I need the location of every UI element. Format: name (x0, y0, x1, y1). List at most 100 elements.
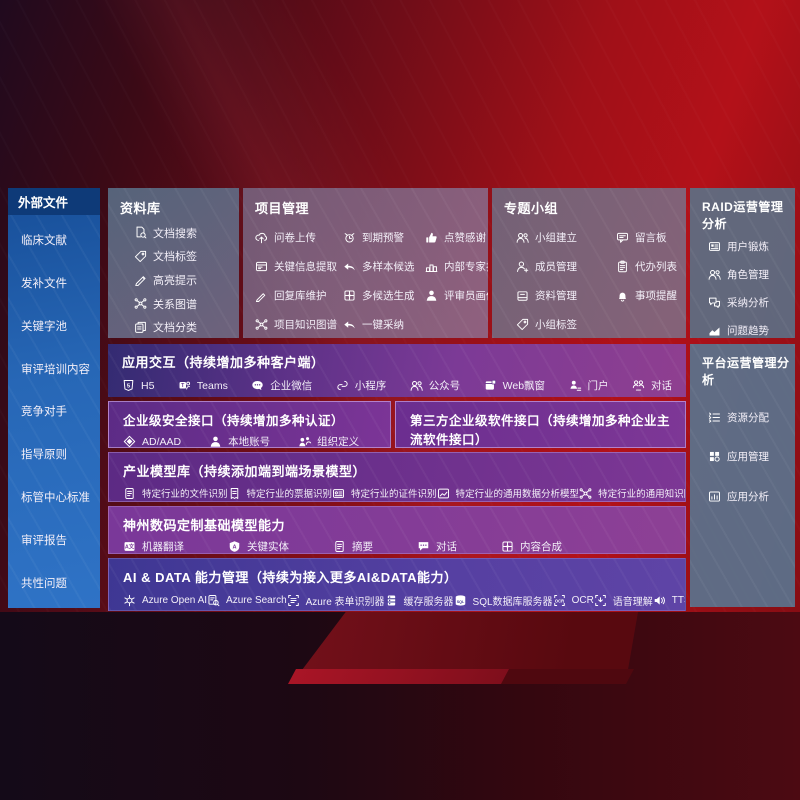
entity-icon: A (228, 540, 241, 553)
feature-item: 关系图谱 (134, 296, 239, 312)
feature-item: 缓存服务器 (385, 593, 454, 608)
feature-label: 评审员画像 (444, 290, 488, 302)
expert-rank-icon (425, 260, 438, 273)
feature-item: 问卷上传 (255, 230, 343, 245)
feature-label: 角色管理 (727, 268, 769, 281)
feature-item: 角色管理 (708, 267, 795, 282)
feature-label: 临床文献 (21, 235, 67, 248)
feature-item: OCR OCR (553, 594, 594, 607)
svg-text:A文: A文 (125, 543, 135, 551)
feature-label: 应用分析 (727, 490, 769, 503)
feature-label: 多候选生成 (362, 290, 415, 302)
feature-item: AD/AAD (123, 435, 181, 447)
feature-item: 资源分配 (708, 410, 795, 425)
feature-label: 共性问题 (21, 577, 67, 590)
feature-item: 文档搜索 (134, 225, 239, 241)
feature-item: 特定行业的文件识别 (123, 486, 228, 500)
feature-label: 采纳分析 (727, 296, 769, 309)
feature-label: 小组建立 (535, 232, 577, 244)
feature-item: 共性问题 (21, 575, 100, 591)
row-title: 第三方企业级软件接口（持续增加多种企业主流软件接口） (410, 414, 671, 447)
cache-server-icon (385, 594, 398, 607)
reply-maintain-icon (255, 289, 268, 302)
reviewer-persona-icon (425, 289, 438, 302)
feature-item: 留言板 (616, 230, 686, 245)
feature-item: A文 机器翻译 (123, 539, 184, 553)
wecom-icon (251, 379, 264, 392)
feature-label: 回复库维护 (274, 290, 327, 302)
feature-item: 关键信息提取 (255, 259, 343, 274)
todo-list-icon (616, 260, 629, 273)
feature-label: 审评培训内容 (21, 363, 90, 376)
role-manage-icon (708, 268, 721, 281)
feature-item: 本地账号 (209, 434, 270, 447)
feature-item: 多样本候选 (343, 259, 425, 274)
feature-item: 特定行业的票据识别 (228, 486, 332, 500)
feature-label: 公众号 (428, 380, 461, 392)
panel-raid-analysis: RAID运营管理分析 用户锻炼 角色管理 采纳分析 问题趋势 (690, 188, 795, 338)
feature-item: 应用管理 (708, 449, 795, 464)
row-app-interaction: 应用交互（持续增加多种客户端） 5 H5 T Teams 企业微信 小程序 公众号 Web飘窗… (108, 344, 686, 397)
feature-label: 文档分类 (153, 322, 197, 335)
app-analysis-icon (708, 490, 721, 503)
data-analysis-model-icon (437, 487, 450, 500)
feature-label: OCR (571, 595, 594, 606)
feature-label: 审评报告 (21, 534, 67, 547)
feature-item: 点赞感谢 (425, 230, 488, 245)
feature-item: 指导原则 (21, 446, 100, 462)
user-card-icon (708, 240, 721, 253)
feature-item: 公众号 (410, 378, 461, 393)
feature-label: 到期预警 (362, 232, 404, 244)
feature-item: 摘要 (333, 539, 373, 553)
doc-tag-icon (134, 250, 147, 263)
svg-text:5: 5 (127, 383, 131, 389)
feature-label: 对话 (650, 380, 672, 392)
feature-label: 小程序 (354, 380, 387, 392)
feature-label: 对话 (436, 541, 457, 553)
row-industry-models: 产业模型库（持续添加端到端场景模型） 特定行业的文件识别 特定行业的票据识别 特定行… (108, 452, 686, 502)
material-manage-icon (516, 289, 529, 302)
group-create-icon (516, 231, 529, 244)
file-recog-icon (123, 487, 136, 500)
org-define-icon (298, 435, 312, 447)
svg-text:T: T (181, 383, 185, 389)
feature-label: 文档搜索 (153, 227, 197, 240)
feature-label: 高亮提示 (153, 274, 197, 287)
feature-label: Azure Open AI (142, 595, 208, 606)
feature-label: 问题趋势 (727, 324, 769, 337)
translate-icon: A文 (123, 540, 136, 553)
feature-label: 机器翻译 (142, 541, 184, 553)
feature-label: 关系图谱 (153, 298, 197, 311)
issue-trend-icon (708, 324, 721, 337)
feature-label: 关键信息提取 (274, 261, 337, 273)
feature-label: 标管中心标准 (21, 491, 90, 504)
feature-label: 特定行业的文件识别 (142, 489, 228, 500)
svg-text:OCR: OCR (554, 598, 563, 603)
row-ai-data-capability: AI & DATA 能力管理（持续为接入更多AI&DATA能力） Azure O… (108, 558, 686, 611)
app-manage-icon (708, 450, 721, 463)
feature-item: 事项提醒 (616, 288, 686, 303)
feature-item: 小组标签 (516, 317, 616, 332)
feature-item: 一键采纳 (343, 317, 425, 332)
feature-item: 标管中心标准 (21, 489, 100, 505)
feature-label: 特定行业的证件识别 (351, 489, 437, 500)
feature-label: 小组标签 (535, 319, 577, 331)
svg-text:SQL: SQL (456, 600, 464, 604)
sidebar-title: 外部文件 (8, 188, 100, 215)
feature-item: TTS (653, 594, 685, 607)
feature-item: 审评培训内容 (21, 361, 100, 377)
feature-item: Web飘窗 (484, 378, 545, 393)
feature-item: 成员管理 (516, 259, 616, 274)
feature-label: 留言板 (635, 232, 667, 244)
feature-label: 关键实体 (247, 541, 289, 553)
feature-item: T Teams (178, 379, 228, 392)
key-extract-icon (255, 260, 268, 273)
one-click-adopt-icon (343, 318, 356, 331)
feature-label: 缓存服务器 (403, 597, 454, 608)
feature-item: 5 H5 (122, 379, 154, 392)
feature-label: 指导原则 (21, 449, 67, 462)
feature-item: 代办列表 (616, 259, 686, 274)
feature-item: 文档标签 (134, 248, 239, 264)
feature-label: 事项提醒 (635, 290, 677, 302)
